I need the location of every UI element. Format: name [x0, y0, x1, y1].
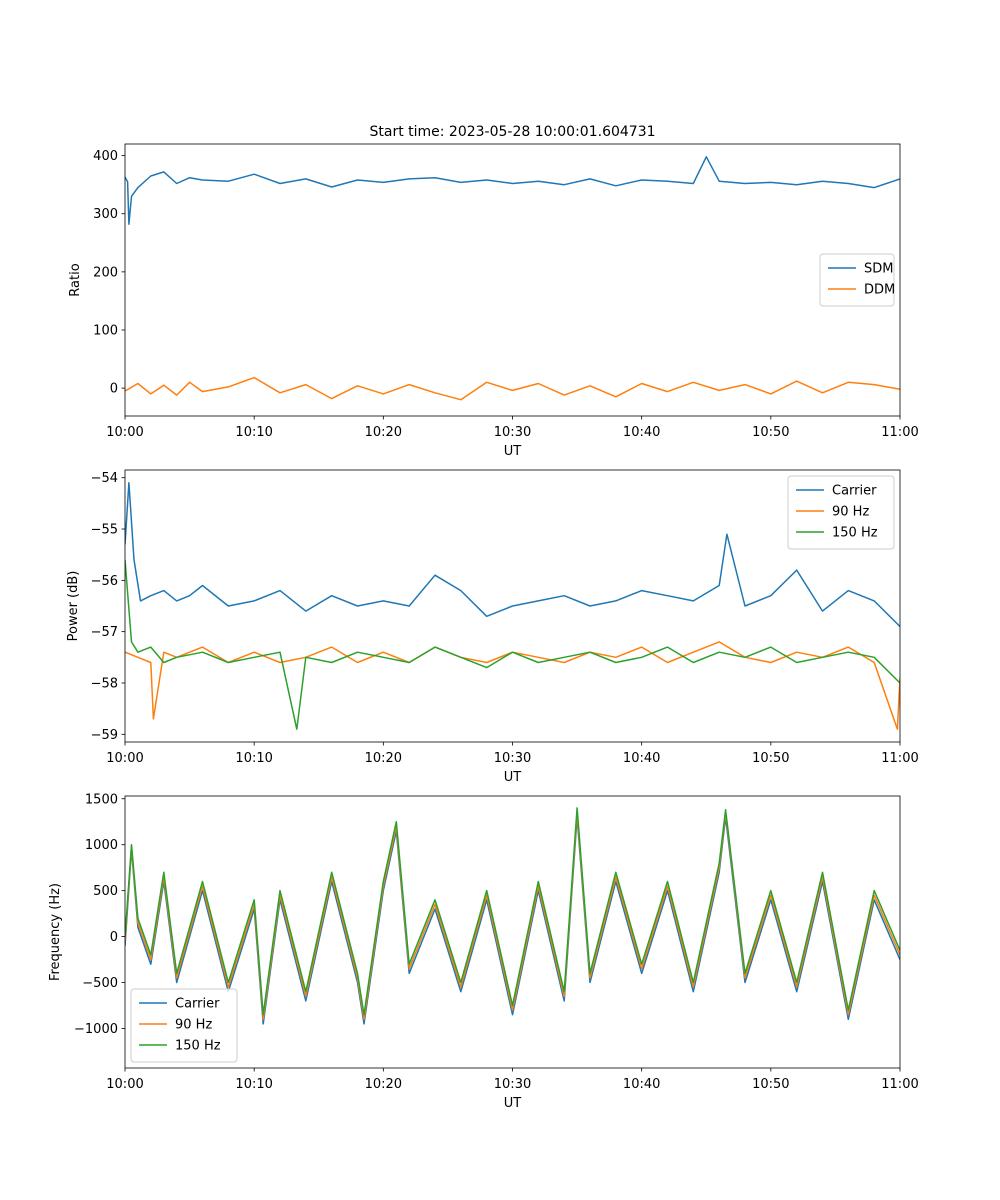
- x-tick-label: 11:00: [881, 751, 918, 766]
- y-tick-label: −59: [91, 728, 118, 743]
- legend-label-150-hz: 150 Hz: [832, 526, 878, 541]
- power-panel: 10:00 10:10 10:20 10:30 10:40 10:50 11:00 −54 −5…: [66, 469, 919, 785]
- y-axis-label: Frequency (Hz): [48, 883, 63, 981]
- y-tick-label: −55: [91, 523, 118, 538]
- legend-label-carrier: Carrier: [175, 997, 220, 1012]
- x-axis-label: UT: [504, 444, 522, 459]
- y-tick-label: 0: [110, 382, 118, 397]
- x-tick-label: 10:30: [494, 751, 531, 766]
- y-tick-label: −54: [91, 471, 118, 486]
- x-tick-label: 10:00: [106, 1077, 143, 1092]
- y-tick-label: 0: [110, 930, 118, 945]
- y-tick-label: 400: [93, 149, 118, 164]
- x-tick-label: 10:40: [623, 1077, 660, 1092]
- series-line-sdm: [125, 156, 900, 225]
- legend-label-sdm: SDM: [864, 262, 893, 277]
- legend-label-150-hz: 150 Hz: [175, 1039, 221, 1054]
- y-tick-label: −56: [91, 574, 118, 589]
- x-tick-label: 10:30: [494, 1077, 531, 1092]
- y-axis-label: Ratio: [68, 263, 83, 296]
- x-tick-label: 10:40: [623, 425, 660, 440]
- x-tick-label: 10:50: [752, 751, 789, 766]
- x-tick-label: 10:00: [106, 425, 143, 440]
- series-line-150-hz: [125, 559, 900, 730]
- x-tick-label: 10:00: [106, 751, 143, 766]
- x-tick-label: 10:50: [752, 425, 789, 440]
- figure-title: Start time: 2023-05-28 10:00:01.604731: [369, 124, 655, 140]
- series-line-150-hz: [125, 807, 900, 1016]
- x-tick-label: 10:50: [752, 1077, 789, 1092]
- legend-label-carrier: Carrier: [832, 484, 877, 499]
- y-tick-label: −57: [91, 625, 118, 640]
- series-line-carrier: [125, 482, 900, 628]
- legend: Carrier 90 Hz 150 Hz: [130, 988, 238, 1063]
- y-tick-label: 500: [93, 884, 118, 899]
- legend-box: [819, 253, 895, 307]
- x-tick-label: 10:30: [494, 425, 531, 440]
- legend: Carrier 90 Hz 150 Hz: [787, 475, 895, 550]
- x-axis-label: UT: [504, 1096, 522, 1111]
- legend-box: [130, 988, 238, 1063]
- x-tick-label: 10:10: [235, 751, 272, 766]
- ratio-panel: 10:00 10:10 10:20 10:30 10:40 10:50 11:00 0 100 2…: [68, 143, 919, 459]
- y-tick-label: 300: [93, 207, 118, 222]
- legend-label-90-hz: 90 Hz: [175, 1018, 212, 1033]
- y-tick-label: −500: [82, 976, 118, 991]
- x-tick-label: 11:00: [881, 425, 918, 440]
- y-tick-label: −58: [91, 676, 118, 691]
- frequency-panel: 10:00 10:10 10:20 10:30 10:40 10:50 11:00 1500 1…: [48, 792, 919, 1111]
- legend-label-ddm: DDM: [864, 283, 895, 298]
- y-tick-label: 1500: [85, 792, 118, 807]
- x-tick-label: 10:40: [623, 751, 660, 766]
- series-line-ddm: [125, 376, 900, 401]
- y-axis-label: Power (dB): [66, 571, 81, 642]
- legend: SDM DDM: [819, 253, 895, 307]
- x-tick-label: 11:00: [881, 1077, 918, 1092]
- y-tick-label: 100: [93, 323, 118, 338]
- y-tick-label: 1000: [85, 838, 118, 853]
- series-line-90-hz: [125, 641, 900, 730]
- x-tick-label: 10:20: [365, 751, 402, 766]
- legend-label-90-hz: 90 Hz: [832, 505, 869, 520]
- x-tick-label: 10:10: [235, 1077, 272, 1092]
- y-tick-label: −1000: [74, 1022, 118, 1037]
- x-axis-label: UT: [504, 770, 522, 785]
- x-tick-label: 10:10: [235, 425, 272, 440]
- x-tick-label: 10:20: [365, 425, 402, 440]
- legend-box: [787, 475, 895, 550]
- x-tick-label: 10:20: [365, 1077, 402, 1092]
- y-tick-label: 200: [93, 265, 118, 280]
